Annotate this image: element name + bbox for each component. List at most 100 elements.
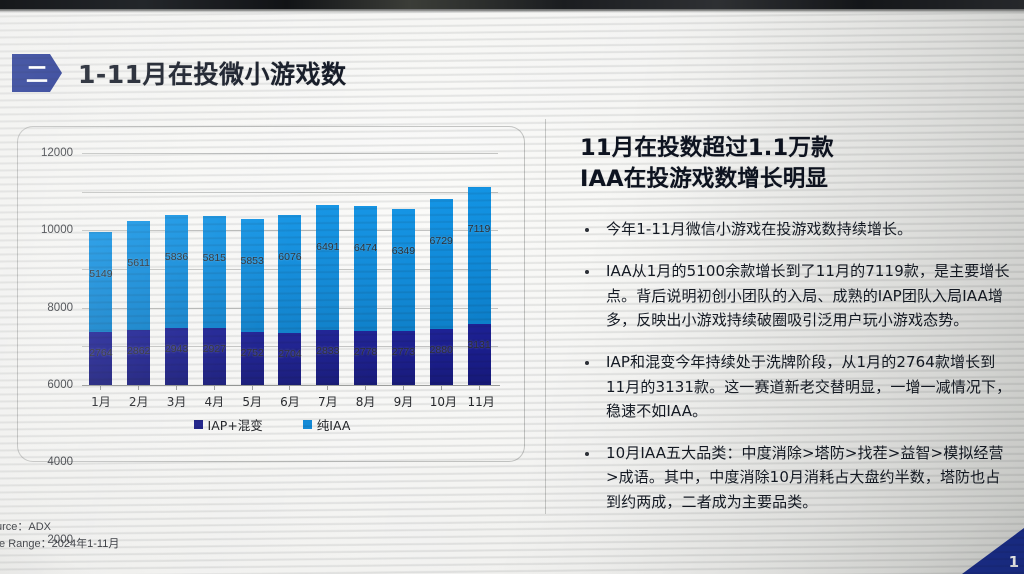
bar-segment-iap[interactable]: 2773 xyxy=(392,331,415,385)
page-title: 1-11月在投微小游戏数 xyxy=(78,60,347,89)
bar-segment-iap[interactable]: 2752 xyxy=(240,331,264,385)
x-axis-tick-label: 10月 xyxy=(429,395,457,409)
page-number: 1 xyxy=(1008,553,1019,571)
y-axis-tick-label: 8000 xyxy=(47,301,73,314)
room-background-strip xyxy=(0,0,1024,13)
x-axis-tick xyxy=(176,385,178,390)
bar-value-label: 2778 xyxy=(353,346,378,359)
bar-value-label: 6349 xyxy=(391,244,416,257)
gridline: 12000 xyxy=(41,147,498,159)
bar-segment-iap[interactable]: 2927 xyxy=(203,328,226,385)
bar-segment-iap[interactable]: 2778 xyxy=(354,331,377,385)
bar-segment-iaa[interactable]: 5815 xyxy=(203,216,226,329)
bar-segment-iap[interactable]: 2764 xyxy=(89,331,113,385)
headline-line-2: IAA在投游戏数增长明显 xyxy=(580,166,829,193)
y-axis-tick-label: 4000 xyxy=(47,456,73,469)
bar-segment-iap[interactable]: 2704 xyxy=(278,332,302,385)
projected-slide: 二 1-11月在投微小游戏数 0200040006000800010000120… xyxy=(0,11,1024,574)
chart-card: 020004000600080001000012000 514927645611… xyxy=(17,126,526,546)
bar-segment-iap[interactable]: 2833 xyxy=(316,330,339,385)
bar-segment-iaa[interactable]: 6076 xyxy=(278,215,302,333)
legend-item[interactable]: 纯IAA xyxy=(302,415,351,434)
x-axis-tick xyxy=(138,385,140,390)
insight-bullet: 今年1-11月微信小游戏在投游戏数持续增长。 xyxy=(580,217,1014,241)
bar-value-label: 2773 xyxy=(391,346,416,359)
bar-column[interactable]: 6474 2778 xyxy=(354,153,377,385)
x-axis-tick-label: 1月 xyxy=(91,395,111,409)
bar-value-label: 2943 xyxy=(164,343,189,356)
x-axis-tick-label: 7月 xyxy=(317,395,338,409)
bar-value-label: 6474 xyxy=(353,242,378,255)
bar-column[interactable]: 5149 2764 xyxy=(89,153,113,385)
insight-headline: 11月在投数超过1.1万款 IAA在投游戏数增长明显 xyxy=(580,133,1014,195)
x-axis-tick-label: 5月 xyxy=(242,395,262,409)
x-axis-tick xyxy=(213,385,215,390)
insight-bullet-list: 今年1-11月微信小游戏在投游戏数持续增长。 IAA从1月的5100余款增长到了1… xyxy=(580,217,1014,514)
bar-column[interactable]: 7119 3131 xyxy=(467,153,491,385)
bar-segment-iaa[interactable]: 5836 xyxy=(164,215,189,329)
bar-segment-iaa[interactable]: 5149 xyxy=(89,232,113,332)
x-axis-tick xyxy=(327,385,329,390)
chart-bars: 5149 2764 5611 2862 5836 2943 5815 2927 5853 2752… xyxy=(82,153,498,385)
bar-value-label: 7119 xyxy=(467,222,491,235)
bar-column[interactable]: 6349 2773 xyxy=(392,153,415,385)
x-axis-tick-label: 8月 xyxy=(355,395,376,409)
bar-value-label: 6076 xyxy=(278,251,302,264)
bar-value-label: 3131 xyxy=(467,339,491,352)
bar-segment-iaa[interactable]: 6491 xyxy=(316,204,339,331)
section-badge: 二 xyxy=(12,54,62,92)
insight-panel: 11月在投数超过1.1万款 IAA在投游戏数增长明显 今年1-11月微信小游戏在… xyxy=(580,133,1014,532)
bar-value-label: 2833 xyxy=(316,345,340,358)
bar-chart-plot: 020004000600080001000012000 514927645611… xyxy=(41,147,500,546)
x-axis-tick xyxy=(440,385,442,390)
x-axis-tick xyxy=(402,385,404,390)
legend-item[interactable]: IAP+混变 xyxy=(193,415,263,434)
bar-value-label: 5611 xyxy=(127,257,151,270)
x-axis-ticks xyxy=(82,385,498,390)
bar-segment-iaa[interactable]: 7119 xyxy=(467,186,491,325)
footer-date-range: te Range：2024年1-11月 xyxy=(0,538,120,551)
bar-column[interactable]: 5853 2752 xyxy=(240,153,264,385)
bar-column[interactable]: 5815 2927 xyxy=(203,153,226,385)
bar-value-label: 6729 xyxy=(429,235,453,248)
footer-source: urce：ADX xyxy=(0,520,52,533)
bar-segment-iap[interactable]: 3131 xyxy=(467,324,491,385)
bar-segment-iap[interactable]: 2943 xyxy=(165,328,188,385)
legend-label: IAP+混变 xyxy=(207,418,263,433)
bar-value-label: 5836 xyxy=(164,251,189,264)
chart-legend: IAP+混变 纯IAA xyxy=(18,415,526,434)
x-axis-tick xyxy=(251,385,253,390)
x-axis-tick-label: 4月 xyxy=(204,395,225,409)
x-axis-tick xyxy=(365,385,367,390)
slide-header: 二 1-11月在投微小游戏数 xyxy=(12,54,347,92)
x-axis-tick xyxy=(478,385,480,390)
bar-segment-iaa[interactable]: 5853 xyxy=(240,218,264,332)
bar-segment-iap[interactable]: 2880 xyxy=(430,329,453,385)
bar-column[interactable]: 5836 2943 xyxy=(165,153,188,385)
bar-segment-iaa[interactable]: 6349 xyxy=(391,208,416,332)
bar-value-label: 5853 xyxy=(240,254,264,267)
source-footer: urce：ADX te Range：2024年1-11月 xyxy=(0,519,119,554)
bar-column[interactable]: 6076 2704 xyxy=(278,153,302,385)
bar-column[interactable]: 6491 2833 xyxy=(316,153,339,385)
y-axis-tick-label: 10000 xyxy=(41,224,73,237)
bar-value-label: 2880 xyxy=(429,344,453,357)
bar-column[interactable]: 6729 2880 xyxy=(430,153,453,385)
bar-value-label: 2862 xyxy=(127,344,151,357)
legend-label: 纯IAA xyxy=(316,418,351,433)
bar-segment-iaa[interactable]: 6729 xyxy=(429,199,453,330)
panel-divider xyxy=(545,119,546,514)
bar-value-label: 2927 xyxy=(202,343,227,356)
y-axis-tick-label: 2000 xyxy=(47,533,73,546)
bar-value-label: 5149 xyxy=(89,268,113,281)
x-axis-tick-label: 3月 xyxy=(166,395,187,409)
bar-segment-iap[interactable]: 2862 xyxy=(127,329,151,385)
x-axis-tick-label: 6月 xyxy=(280,395,300,409)
bar-column[interactable]: 5611 2862 xyxy=(127,153,150,385)
insight-bullet: 10月IAA五大品类：中度消除>塔防>找茬>益智>模拟经营>成语。其中，中度消除… xyxy=(580,441,1014,514)
legend-swatch xyxy=(193,420,203,429)
bar-segment-iaa[interactable]: 5611 xyxy=(127,221,151,330)
bar-segment-iaa[interactable]: 6474 xyxy=(353,206,378,332)
bar-value-label: 2704 xyxy=(278,347,302,360)
